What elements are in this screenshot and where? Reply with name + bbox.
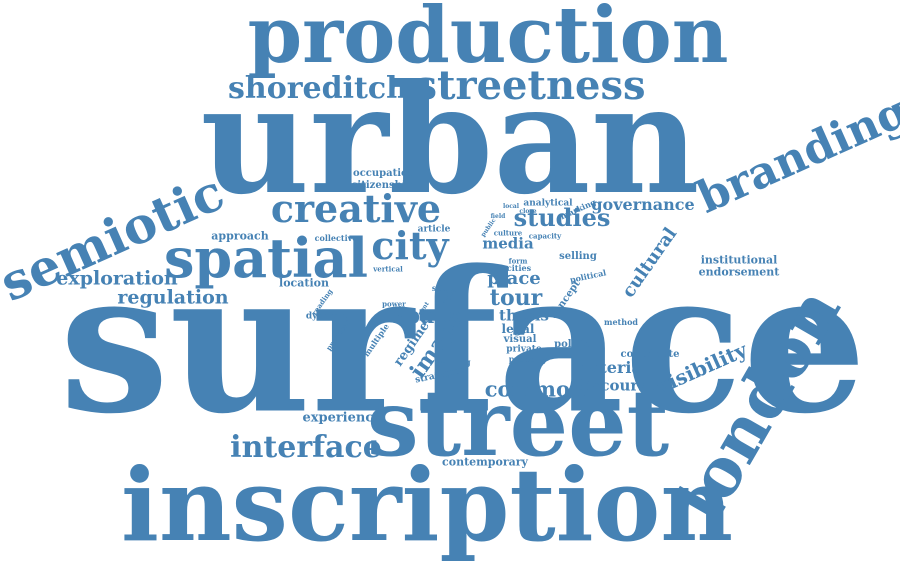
word-local: local [502,203,520,210]
word-vertical: vertical [373,264,403,274]
word-thesis: thesis [499,306,549,325]
word-walking: walking [435,357,471,367]
word-space: space [392,303,462,329]
word-selling: selling [559,251,597,262]
word-capacity: capacity [528,231,562,241]
word-approach: approach [211,229,269,243]
word-legal: legal [501,322,535,336]
word-spatial: spatial [163,226,369,290]
word-exploration: exploration [56,267,178,290]
word-common: common [484,376,586,402]
word-dynamic: dynamic [305,311,349,322]
word-form: form [508,256,528,266]
word-cities: cities [506,263,532,273]
word-site: site [431,283,449,293]
word-close: close [519,208,537,215]
word-urban: urban [200,52,700,228]
word-power: power [382,299,406,309]
word-culture: culture [493,228,523,238]
word-occupation: occupation [353,168,415,179]
word-inscription: inscription [120,446,734,561]
word-article: article [417,224,451,235]
word-branding: branding [689,85,900,224]
word-politic: politic [554,339,590,350]
word-tour: tour [489,285,543,311]
word-location: location [279,276,329,290]
word-city: city [371,223,449,268]
word-method: method [604,317,638,327]
word-field: field [490,213,506,220]
word-media: media [482,234,534,253]
word-discourse: discourse [575,376,657,395]
word-property: property [508,354,548,364]
word-material: material [572,358,648,377]
word-institutional: institutional [700,253,778,267]
word-regulation: regulation [117,286,229,309]
word-governance: governance [591,195,695,214]
word-interface: interface [230,430,382,465]
word-contemporary: contemporary [442,455,528,469]
word-studies: studies [513,203,611,232]
word-surface: surface [59,227,867,457]
word-collective: collective [314,233,358,243]
word-endorsement: endorsement [698,265,780,279]
word-citizenship: citizenship [351,180,413,191]
word-analytical: analytical [523,198,573,209]
word-street: street [366,369,670,477]
word-private: private [506,344,542,355]
word-streetness: streetness [414,62,646,109]
word-experience: experience [302,410,382,426]
word-contribute: contribute [620,349,680,360]
word-production: production [247,0,729,81]
word-place: place [487,268,541,289]
word-creative: creative [270,186,442,231]
word-shoreditch: shoreditch [228,71,408,106]
word-visual: visual [503,334,537,345]
